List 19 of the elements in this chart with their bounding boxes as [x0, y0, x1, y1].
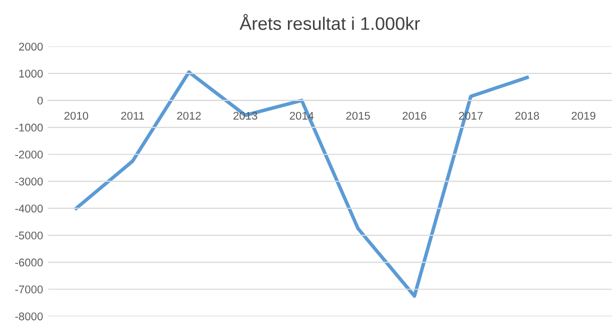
y-tick-label: -1000 [15, 124, 43, 132]
y-tick-label: -4000 [15, 204, 43, 212]
x-tick-label: 2016 [402, 112, 426, 120]
x-tick-label: 2015 [346, 112, 370, 120]
chart-title: Årets resultat i 1.000kr [240, 14, 420, 30]
x-tick-label: 2019 [572, 112, 596, 120]
y-tick-label: -2000 [15, 150, 43, 159]
y-tick-label: -6000 [15, 258, 43, 266]
y-tick-label: 1000 [19, 70, 43, 78]
x-tick-label: 2012 [177, 112, 201, 120]
y-tick-label: -8000 [15, 312, 43, 320]
y-tick-label: 2000 [19, 42, 43, 51]
y-tick-label: -3000 [15, 178, 43, 186]
y-tick-label: -5000 [15, 232, 43, 240]
y-tick-label: 0 [37, 96, 43, 105]
y-tick-label: -7000 [15, 286, 43, 294]
x-tick-label: 2010 [64, 112, 88, 120]
x-tick-label: 2011 [121, 112, 144, 120]
x-tick-label: 2018 [515, 112, 540, 120]
